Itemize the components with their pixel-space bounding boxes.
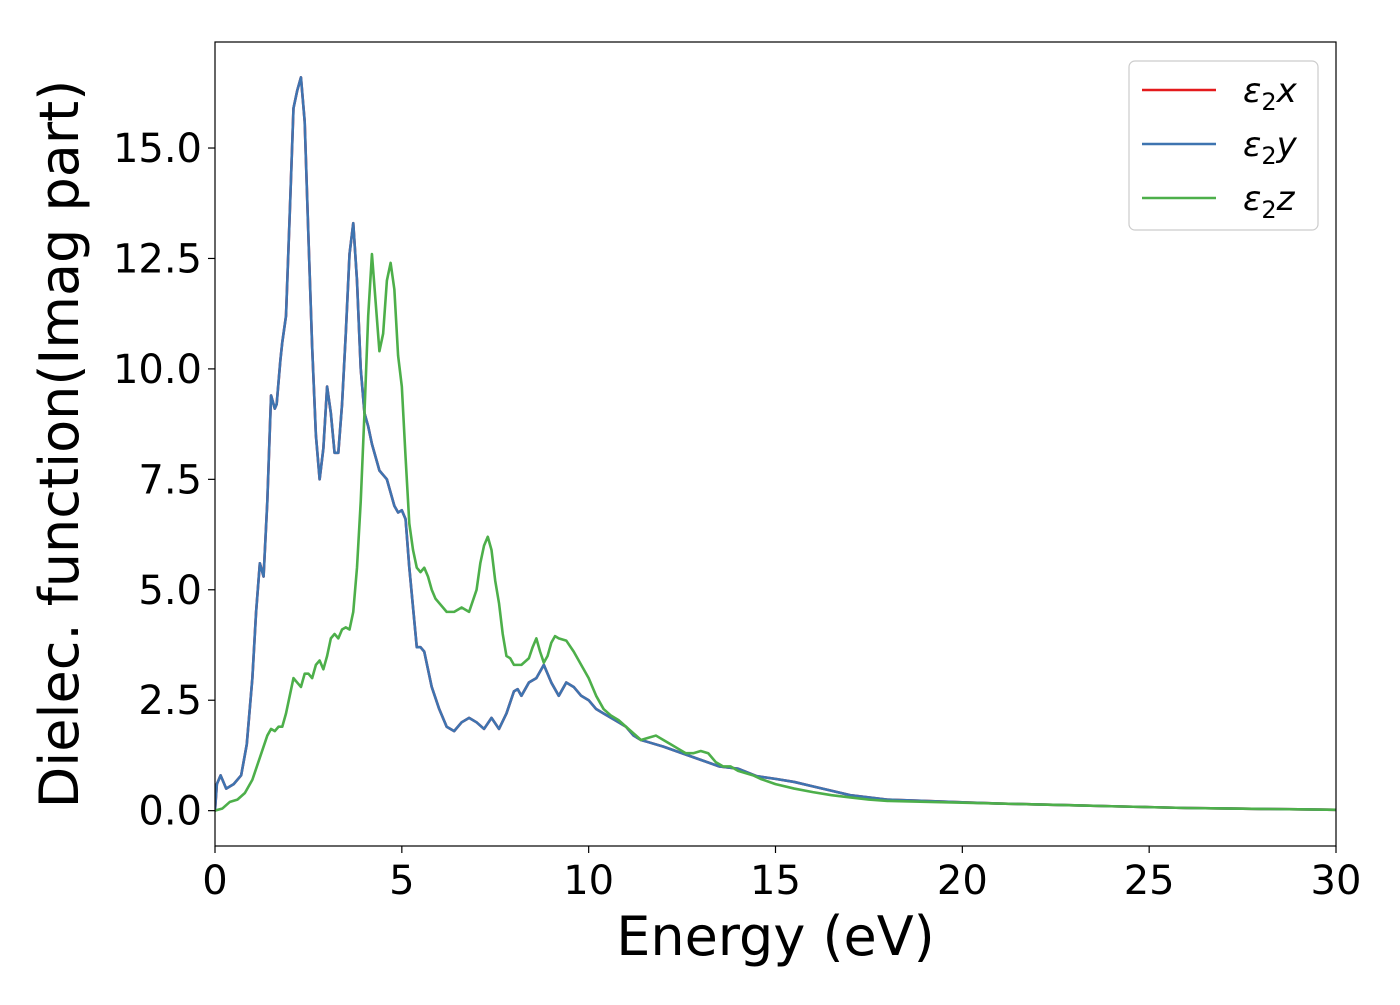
x-tick-label: 25 bbox=[1124, 858, 1175, 904]
y-tick-label: 5.0 bbox=[138, 568, 202, 614]
legend: ε2x ε2y ε2z bbox=[1128, 60, 1319, 231]
x-tick-label: 15 bbox=[750, 858, 801, 904]
x-tick-label: 30 bbox=[1311, 858, 1362, 904]
x-tick-label: 0 bbox=[202, 858, 227, 904]
y-tick-label: 12.5 bbox=[113, 236, 202, 282]
legend-label-2: ε2y bbox=[1243, 125, 1298, 170]
y-tick-label: 2.5 bbox=[138, 678, 202, 724]
series-layer bbox=[215, 76, 1336, 812]
y-axis-title: Dielec. function(Imag part) bbox=[28, 80, 91, 809]
series-line-2 bbox=[215, 76, 1336, 812]
x-axis: 0 5 10 15 20 25 30 bbox=[202, 846, 1361, 904]
x-tick-label: 20 bbox=[937, 858, 988, 904]
y-axis: 0.0 2.5 5.0 7.5 10.0 12.5 15.0 bbox=[113, 126, 215, 835]
y-tick-label: 0.0 bbox=[138, 789, 202, 835]
legend-box bbox=[1128, 60, 1319, 231]
y-tick-label: 7.5 bbox=[138, 457, 202, 503]
y-tick-label: 10.0 bbox=[113, 347, 202, 393]
x-tick-label: 10 bbox=[563, 858, 614, 904]
x-tick-label: 5 bbox=[389, 858, 414, 904]
legend-label-1: ε2x bbox=[1243, 71, 1298, 116]
y-tick-label: 15.0 bbox=[113, 126, 202, 172]
legend-label-3: ε2z bbox=[1243, 179, 1296, 224]
series-line-3 bbox=[215, 252, 1336, 812]
x-axis-title: Energy (eV) bbox=[616, 905, 935, 968]
